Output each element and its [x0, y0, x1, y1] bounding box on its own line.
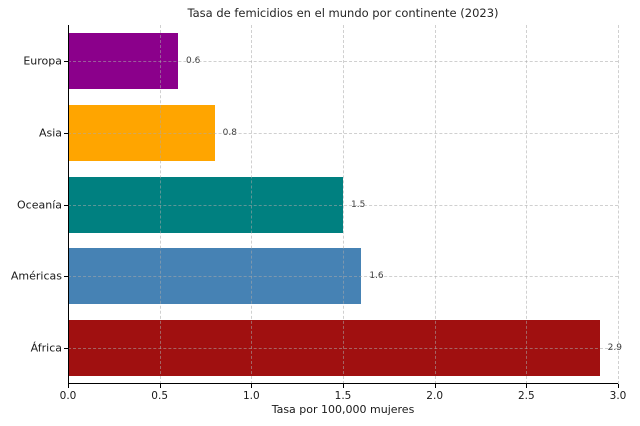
y-tick-mark [64, 348, 68, 350]
y-tick-mark [64, 132, 68, 134]
vertical-gridline [618, 25, 619, 384]
bar-value-label: 2.9 [607, 343, 622, 354]
y-tick-label: Oceanía [17, 198, 62, 211]
x-tick-label: 2.0 [426, 390, 444, 402]
bar-value-label: 1.6 [369, 271, 384, 282]
y-tick-label: Américas [10, 269, 62, 283]
x-tick-mark [68, 384, 69, 388]
x-tick-label: 3.0 [609, 390, 627, 402]
bar-africa [68, 320, 600, 377]
bar-value-label: 1.5 [351, 199, 366, 210]
chart-title: Tasa de femicidios en el mundo por conti… [187, 6, 499, 20]
y-tick-mark [64, 204, 68, 206]
y-axis-line [68, 25, 69, 384]
y-tick-mark [64, 60, 68, 62]
y-tick-mark [64, 276, 68, 278]
x-tick-mark [251, 384, 253, 388]
x-tick-label: 0.0 [59, 390, 77, 402]
y-tick-label: África [30, 341, 62, 355]
x-tick-label: 1.5 [334, 390, 352, 402]
x-tick-mark [618, 384, 619, 388]
bar-value-label: 0.8 [222, 127, 237, 138]
bar-value-label: 0.6 [186, 55, 201, 66]
x-axis-line [68, 383, 618, 384]
x-tick-label: 0.5 [151, 390, 169, 402]
y-tick-label: Europa [23, 54, 62, 68]
plot-area: 0.6 0.8 1.5 1.6 2.9 [68, 25, 622, 384]
x-tick-mark [343, 384, 344, 388]
x-tick-mark [526, 384, 528, 388]
bar-americas [68, 248, 362, 305]
bar-europa [68, 32, 178, 89]
bar-oceania [68, 176, 343, 233]
x-tick-mark [434, 384, 436, 388]
x-tick-label: 2.5 [517, 390, 535, 402]
y-tick-label: Asia [38, 126, 62, 140]
x-axis-title: Tasa por 100,000 mujeres [271, 403, 415, 416]
bar-asia [68, 104, 215, 161]
bars-layer: 0.6 0.8 1.5 1.6 2.9 [68, 25, 622, 384]
x-tick-label: 1.0 [242, 390, 260, 402]
x-tick-mark [159, 384, 161, 388]
